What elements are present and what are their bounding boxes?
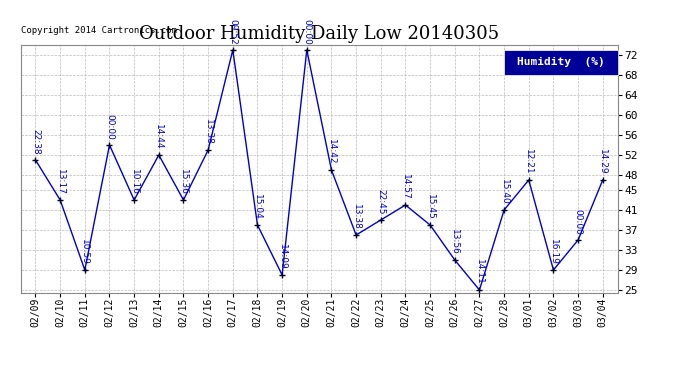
Text: 14:09: 14:09 xyxy=(277,244,286,270)
Text: 10:59: 10:59 xyxy=(80,238,89,264)
Text: 13:17: 13:17 xyxy=(56,169,65,195)
Text: 13:38: 13:38 xyxy=(204,118,213,144)
Text: 14:44: 14:44 xyxy=(155,124,164,150)
Text: 22:38: 22:38 xyxy=(31,129,40,154)
Text: 10:16: 10:16 xyxy=(130,169,139,195)
Text: 13:56: 13:56 xyxy=(451,229,460,255)
Text: 16:19: 16:19 xyxy=(549,238,558,264)
Text: 15:45: 15:45 xyxy=(426,194,435,219)
Text: 22:45: 22:45 xyxy=(376,189,385,214)
Text: 13:38: 13:38 xyxy=(352,204,361,230)
Text: 14:42: 14:42 xyxy=(327,139,336,165)
Text: 00:00: 00:00 xyxy=(573,209,582,234)
Text: 14:57: 14:57 xyxy=(401,174,410,200)
Text: 00:00: 00:00 xyxy=(105,114,114,140)
FancyBboxPatch shape xyxy=(504,50,618,75)
Text: 15:40: 15:40 xyxy=(500,179,509,204)
Text: 09:52: 09:52 xyxy=(228,19,237,45)
Text: 00:00: 00:00 xyxy=(302,19,311,45)
Text: 14:11: 14:11 xyxy=(475,259,484,285)
Text: 15:04: 15:04 xyxy=(253,194,262,219)
Text: Humidity  (%): Humidity (%) xyxy=(517,57,604,68)
Text: Copyright 2014 Cartronics.com: Copyright 2014 Cartronics.com xyxy=(21,26,177,35)
Title: Outdoor Humidity Daily Low 20140305: Outdoor Humidity Daily Low 20140305 xyxy=(139,26,499,44)
Text: 14:29: 14:29 xyxy=(598,149,607,174)
Text: 15:36: 15:36 xyxy=(179,169,188,195)
Text: 12:21: 12:21 xyxy=(524,149,533,174)
